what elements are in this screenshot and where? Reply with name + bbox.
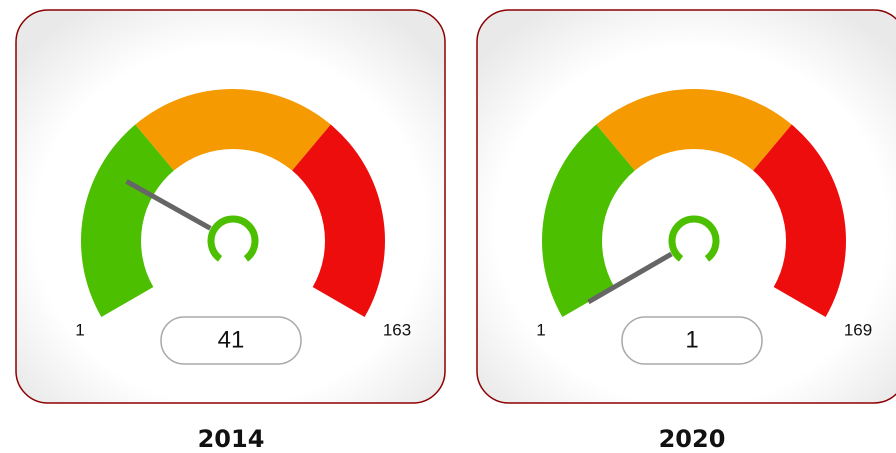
- gauge-band: [753, 124, 846, 317]
- gauge-band: [292, 124, 385, 317]
- value-label: 41: [218, 326, 245, 353]
- gauge-title: 2020: [659, 425, 726, 453]
- gauge-title: 2014: [198, 425, 265, 453]
- card: [15, 9, 446, 404]
- gauge-band: [596, 88, 792, 171]
- min-label: 1: [75, 320, 84, 339]
- gauge: 1 169 1 2020: [476, 9, 896, 453]
- gauge-band: [135, 89, 331, 171]
- max-label: 169: [844, 320, 872, 339]
- gauge: 1 163 41 2014: [15, 9, 446, 453]
- value-label: 1: [685, 326, 698, 353]
- min-label: 1: [536, 320, 545, 339]
- needle: [587, 251, 673, 305]
- value-box: [160, 316, 302, 365]
- gauge-band: [80, 124, 174, 317]
- needle: [125, 179, 212, 231]
- max-label: 163: [383, 320, 411, 339]
- gauge-hub: [207, 215, 259, 262]
- gauge-band: [541, 124, 635, 317]
- gauge-hub: [668, 215, 720, 262]
- value-box: [621, 316, 763, 365]
